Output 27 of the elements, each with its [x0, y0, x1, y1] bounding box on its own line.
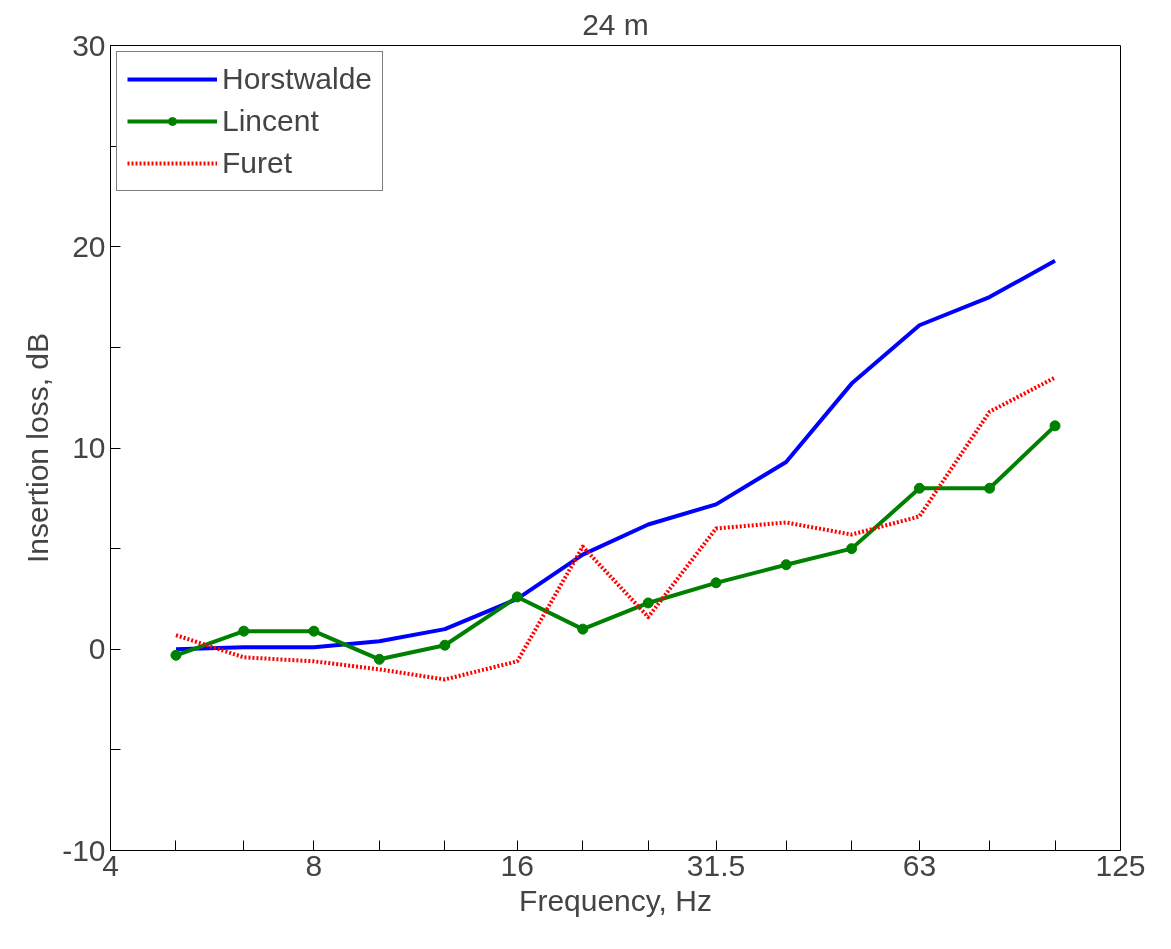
x-axis-title: Frequency, Hz	[519, 883, 712, 917]
point	[1049, 420, 1061, 432]
y-tick-label: -10	[62, 833, 106, 867]
y-tick-label: 10	[72, 431, 106, 464]
point	[373, 653, 385, 665]
point	[170, 649, 182, 661]
y-tick-label: 0	[88, 632, 106, 666]
x-tick-label: 8	[305, 848, 323, 882]
point	[238, 625, 250, 637]
point	[439, 639, 451, 651]
y-axis-title: Insertion loss, dB	[21, 332, 55, 564]
point	[642, 597, 654, 609]
point	[913, 482, 925, 494]
point	[846, 543, 858, 555]
point	[710, 577, 722, 589]
legend-label: Furet	[222, 146, 293, 180]
x-tick-label: 16	[500, 848, 534, 882]
x-tick-label: 31.5	[686, 848, 746, 882]
legend-label: Lincent	[222, 104, 319, 138]
chart-title: 24 m	[582, 7, 649, 41]
x-tick-label: 63	[902, 848, 937, 882]
x-tick-label: 125	[1095, 848, 1146, 882]
legend-label: Horstwalde	[222, 62, 373, 96]
y-tick-label: 30	[72, 28, 106, 62]
y-tick-label: 20	[72, 229, 106, 263]
point	[780, 559, 792, 571]
point	[577, 623, 589, 635]
